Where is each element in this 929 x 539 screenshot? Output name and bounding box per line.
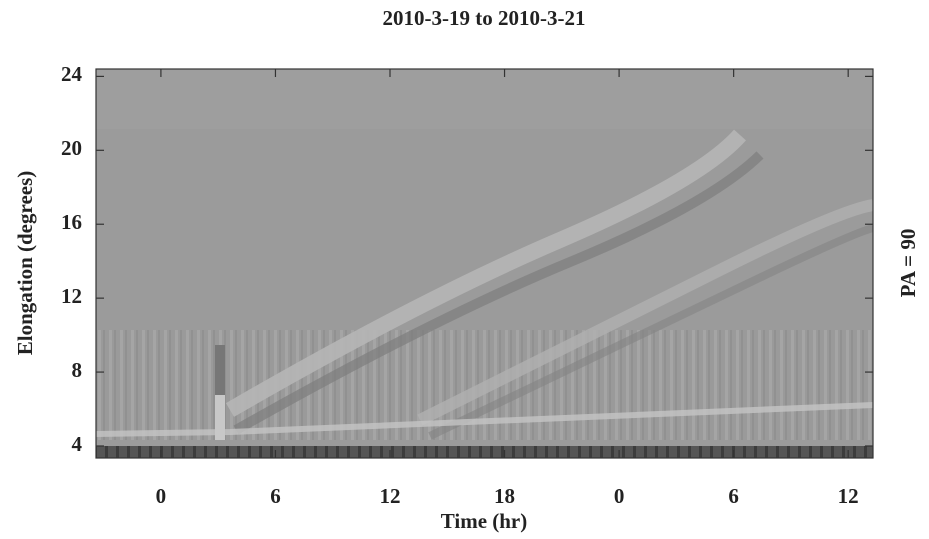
x-tick-label: 6 — [270, 484, 281, 508]
x-tick-label: 12 — [380, 484, 401, 508]
x-tick-label: 12 — [838, 484, 859, 508]
y-tick-label: 8 — [72, 358, 83, 382]
plot-frame — [95, 68, 874, 459]
x-tick-label: 6 — [728, 484, 739, 508]
y-tick-label: 12 — [61, 284, 82, 308]
y-tick-label: 4 — [72, 432, 83, 456]
chart-title: 2010-3-19 to 2010-3-21 — [383, 6, 586, 30]
x-axis-label: Time (hr) — [441, 509, 528, 533]
y-tick-label: 16 — [61, 210, 82, 234]
x-tick-label: 18 — [494, 484, 515, 508]
image — [96, 69, 873, 458]
right-label: PA = 90 — [896, 229, 920, 298]
y-tick-label: 20 — [61, 136, 82, 160]
y-tick-label: 24 — [61, 62, 83, 86]
x-tick-label: 0 — [156, 484, 167, 508]
x-tick-label: 0 — [614, 484, 625, 508]
y-axis-label: Elongation (degrees) — [13, 171, 37, 356]
